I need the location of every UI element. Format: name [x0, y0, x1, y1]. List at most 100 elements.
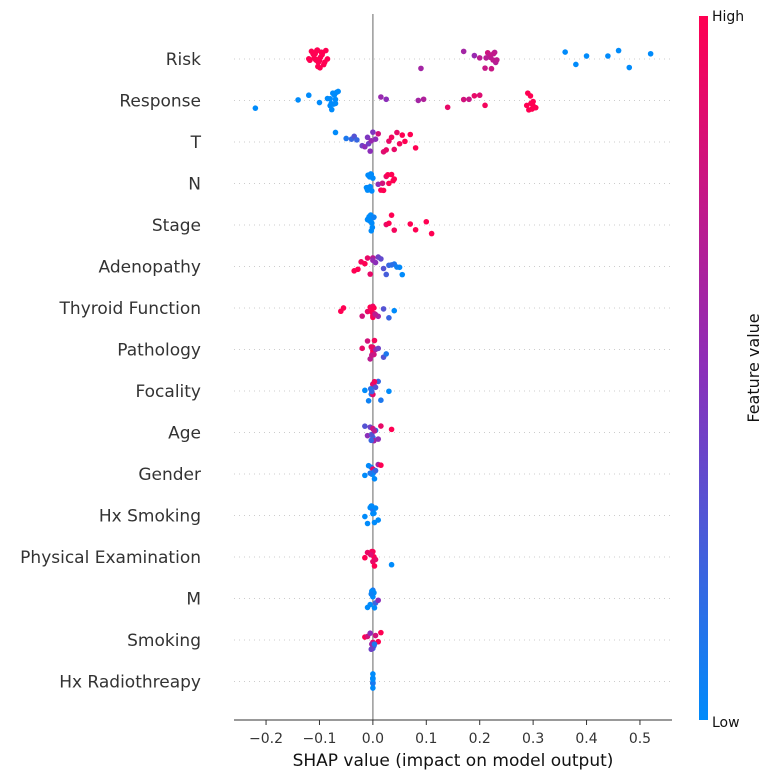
feature-label: Gender: [138, 465, 201, 485]
shap-point: [362, 472, 368, 479]
shap-point: [573, 61, 579, 68]
shap-point: [386, 180, 392, 187]
data-points: [252, 47, 654, 691]
shap-point: [370, 671, 376, 677]
shap-point: [375, 130, 382, 137]
shap-point: [476, 55, 483, 61]
shap-point: [407, 131, 414, 138]
shap-point: [530, 98, 536, 105]
shap-point: [399, 271, 406, 278]
shap-point: [364, 187, 371, 193]
shap-point: [364, 134, 371, 141]
colorbar-low-label: Low: [712, 715, 740, 731]
feature-label: Response: [119, 92, 201, 112]
shap-point: [371, 641, 378, 647]
feature-label: Adenopathy: [99, 258, 201, 278]
shap-point: [364, 432, 371, 439]
shap-point: [370, 676, 376, 683]
shap-point: [367, 601, 374, 608]
shap-point: [388, 134, 395, 141]
shap-point: [380, 306, 387, 312]
shap-point: [375, 597, 382, 604]
shap-point: [444, 104, 451, 111]
shap-point: [367, 271, 374, 277]
shap-point: [252, 105, 259, 111]
shap-point: [328, 106, 335, 113]
feature-label: Age: [168, 424, 201, 444]
feature-label: Pathology: [117, 341, 201, 361]
shap-point: [367, 385, 374, 392]
shap-point: [428, 230, 435, 237]
shap-point: [367, 630, 374, 636]
shap-point: [383, 351, 390, 357]
shap-point: [476, 92, 483, 99]
shap-point: [362, 143, 368, 150]
shap-point: [378, 397, 384, 403]
shap-point: [615, 47, 622, 54]
shap-point: [362, 554, 368, 561]
shap-point: [371, 305, 377, 311]
shap-point: [364, 255, 371, 261]
feature-label: Hx Radiothreapy: [59, 673, 201, 693]
colorbar: [699, 16, 708, 720]
shap-point: [367, 470, 374, 476]
shap-point: [335, 88, 341, 95]
shap-point: [372, 311, 379, 318]
shap-point: [399, 132, 406, 138]
shap-point: [402, 138, 408, 145]
shap-point: [471, 52, 478, 59]
shap-point: [371, 378, 378, 385]
shap-point: [394, 129, 400, 136]
shap-point: [362, 423, 368, 429]
shap-point: [371, 214, 377, 220]
shap-point: [386, 314, 392, 321]
shap-point: [370, 685, 376, 691]
shap-point: [420, 96, 427, 103]
shap-point: [371, 428, 378, 434]
x-tick-label: −0.2: [249, 731, 283, 747]
x-tick-label: 0.0: [362, 731, 384, 747]
shap-point: [647, 50, 654, 57]
shap-point: [490, 50, 497, 57]
shap-point: [488, 65, 495, 72]
shap-point: [364, 338, 371, 344]
shap-point: [378, 423, 384, 429]
shap-point: [386, 220, 392, 227]
shap-point: [388, 262, 395, 268]
feature-label: Physical Examination: [20, 548, 201, 568]
feature-label: T: [190, 133, 202, 153]
shap-point: [371, 604, 378, 611]
shap-point: [383, 271, 390, 278]
shap-point: [583, 53, 590, 59]
shap-point: [372, 505, 379, 511]
x-tick-label: 0.3: [522, 731, 544, 747]
shap-point: [369, 220, 375, 226]
shap-point: [370, 129, 376, 135]
shap-point: [378, 462, 384, 469]
shap-point: [391, 307, 398, 314]
x-tick-label: −0.1: [302, 731, 336, 747]
shap-point: [332, 129, 339, 136]
shap-point: [471, 92, 478, 99]
shap-point: [390, 177, 396, 184]
shap-point: [369, 224, 376, 231]
shap-point: [366, 213, 372, 220]
shap-point: [418, 65, 424, 72]
shap-point: [375, 181, 382, 188]
shap-point: [482, 65, 488, 71]
shap-point: [317, 64, 323, 71]
shap-point: [378, 256, 384, 262]
shap-point: [372, 259, 379, 266]
shap-point: [324, 56, 331, 62]
shap-point: [466, 96, 472, 103]
x-tick-label: 0.1: [415, 731, 437, 747]
feature-label: Risk: [166, 50, 201, 70]
feature-labels: Risk Response T N Stage Adenopathy Thyroid Fun…: [20, 50, 201, 693]
shap-point: [375, 345, 382, 352]
x-axis-title: SHAP value (impact on model output): [293, 751, 614, 771]
feature-label: Hx Smoking: [99, 507, 201, 527]
shap-point: [319, 49, 326, 56]
shap-point: [494, 57, 500, 63]
